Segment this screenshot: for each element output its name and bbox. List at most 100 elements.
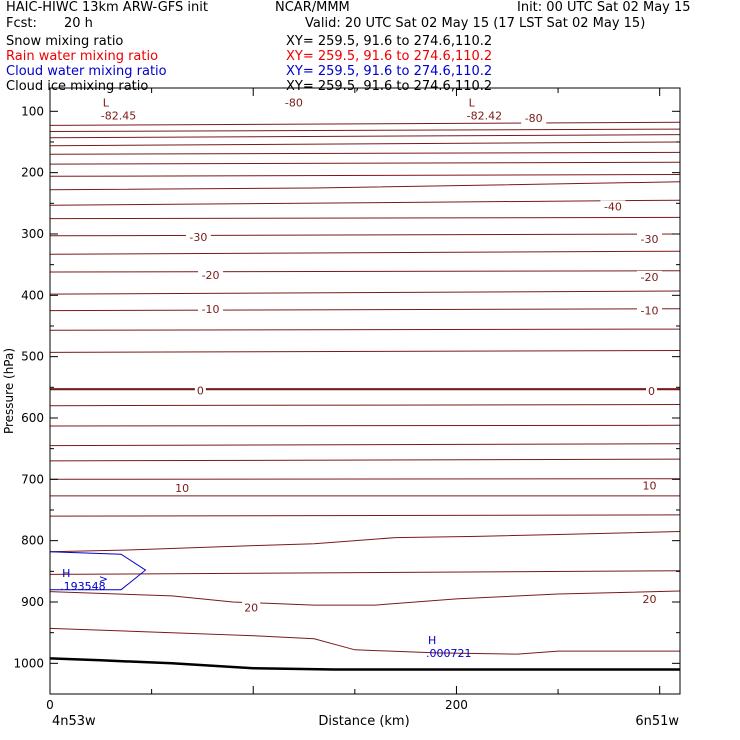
temperature-contour-27 xyxy=(49,627,680,655)
contour-label-9: 0 xyxy=(197,384,204,397)
field-rain-xy: XY= 259.5, 91.6 to 274.6,110.2 xyxy=(286,49,493,64)
temperature-contour-7 xyxy=(49,181,681,191)
temperature-contour-17 xyxy=(49,404,681,407)
contour-label-bg-1 xyxy=(521,112,547,125)
temperature-contour-9 xyxy=(49,216,681,220)
contour-label-14: 20 xyxy=(643,593,657,606)
x-right-endpoint: 6n51w xyxy=(635,714,679,729)
temperature-contour-5 xyxy=(49,161,681,165)
field-snow-name: Snow mixing ratio xyxy=(6,34,124,49)
contour-label-2: -40 xyxy=(604,200,622,213)
contour-label-bg-3 xyxy=(185,231,211,244)
temperature-contour-14 xyxy=(49,308,681,312)
contour-label-bg-0 xyxy=(281,96,307,109)
contour-label-12: 10 xyxy=(643,479,657,492)
contour-label-11: 10 xyxy=(175,482,189,495)
model-title: HAIC-HIWC 13km ARW-GFS init xyxy=(6,0,208,15)
y-tick-label-800: 800 xyxy=(21,534,44,548)
temperature-contour-19 xyxy=(49,443,681,447)
temperature-contour-8 xyxy=(49,199,681,206)
contour-label-5: -20 xyxy=(202,269,220,282)
extremum-symbol-3: H xyxy=(428,634,436,647)
fcst-label: Fcst: xyxy=(6,16,37,31)
contour-labels: -80-80-40-30 -30-20 -20-10 -100 010 102020L-8… xyxy=(60,96,663,660)
contour-label-bg-10 xyxy=(646,385,658,397)
contour-label-bg-9 xyxy=(194,384,206,397)
cloud-water-outline xyxy=(49,551,147,591)
temperature-contour-10 xyxy=(49,233,681,237)
y-tick-label-600: 600 xyxy=(21,411,44,425)
field-snow-xy: XY= 259.5, 91.6 to 274.6,110.2 xyxy=(286,34,493,49)
extremum-value-0: -82.45 xyxy=(101,110,136,123)
temperature-contour-4 xyxy=(49,151,681,155)
fcst-value: 20 h xyxy=(64,16,93,31)
temperature-contour-20 xyxy=(49,458,681,462)
contour-label-bg-6 xyxy=(637,270,663,283)
contour-label-bg-4 xyxy=(637,232,663,245)
x-tick-label-200: 200 xyxy=(445,698,468,712)
contour-label-bg-14 xyxy=(640,592,659,605)
temperature-contour-12 xyxy=(49,270,681,273)
extremum-symbol-2: H xyxy=(62,567,70,580)
temperature-contour-21 xyxy=(49,478,681,480)
temperature-contours xyxy=(49,121,681,655)
contour-label-bg-8 xyxy=(637,304,663,317)
extremum-value-3: .000721 xyxy=(426,647,472,660)
field-cloudice-xy: XY= 259.5, 91.6 to 274.6,110.2 xyxy=(286,79,493,94)
y-tick-label-900: 900 xyxy=(21,595,44,609)
temperature-contour-3 xyxy=(49,141,681,147)
extremum-value-1: -82.42 xyxy=(467,110,502,123)
y-tick-label-1000: 1000 xyxy=(13,656,44,670)
contour-label-13: 20 xyxy=(244,602,258,615)
temperature-contour-13 xyxy=(49,290,681,295)
field-cloudwater-xy: XY= 259.5, 91.6 to 274.6,110.2 xyxy=(286,64,493,79)
contour-label-bg-2 xyxy=(600,200,626,213)
temperature-contour-24 xyxy=(49,531,681,553)
contour-label-4: -30 xyxy=(641,233,659,246)
temperature-contour-18 xyxy=(49,424,681,427)
temperature-contour-1 xyxy=(49,128,681,132)
extremum-symbol-0: L xyxy=(103,97,110,110)
temperature-contour-0 xyxy=(49,121,681,126)
x-tick-label-0: 0 xyxy=(46,698,54,712)
y-tick-label-700: 700 xyxy=(21,472,44,486)
contour-label-3: -30 xyxy=(189,231,207,244)
org-label: NCAR/MMM xyxy=(275,0,350,15)
y-tick-label-500: 500 xyxy=(21,350,44,364)
contour-label-10: 0 xyxy=(648,385,655,398)
x-left-endpoint: 4n53w xyxy=(52,714,96,729)
cloud-water-contour: > xyxy=(49,551,147,591)
temperature-contour-16 xyxy=(49,350,681,353)
plot-frame xyxy=(49,87,681,695)
contour-label-1: -80 xyxy=(525,112,543,125)
temperature-contour-11 xyxy=(49,250,681,255)
cloud-water-arrow-label: > xyxy=(99,572,108,585)
field-cloudwater-name: Cloud water mixing ratio xyxy=(6,64,167,79)
y-tick-label-100: 100 xyxy=(21,104,44,118)
field-cloudice-name: Cloud ice mixing ratio xyxy=(6,79,149,94)
temperature-contour-6 xyxy=(49,174,681,177)
extremum-symbol-1: L xyxy=(469,97,476,110)
terrain-surface xyxy=(49,657,680,671)
terrain-line xyxy=(49,657,680,671)
y-axis-label: Pressure (hPa) xyxy=(2,348,16,434)
contour-label-bg-11 xyxy=(173,481,192,494)
contour-label-0: -80 xyxy=(285,97,303,110)
temperature-contour-2 xyxy=(49,134,681,139)
temperature-contour-23 xyxy=(49,514,681,517)
y-tick-label-200: 200 xyxy=(21,166,44,180)
extremum-value-2: .193548 xyxy=(60,580,105,593)
temperature-contour-25 xyxy=(49,570,681,575)
temperature-contour-15 xyxy=(49,328,681,331)
contour-label-bg-12 xyxy=(640,479,659,492)
contour-label-bg-5 xyxy=(198,269,224,282)
contour-label-bg-13 xyxy=(242,601,261,614)
init-time: Init: 00 UTC Sat 02 May 15 xyxy=(517,0,691,15)
contour-label-bg-7 xyxy=(198,302,224,315)
contour-label-7: -10 xyxy=(202,303,220,316)
y-tick-label-400: 400 xyxy=(21,288,44,302)
contour-label-6: -20 xyxy=(641,271,659,284)
x-axis-label: Distance (km) xyxy=(318,714,409,729)
